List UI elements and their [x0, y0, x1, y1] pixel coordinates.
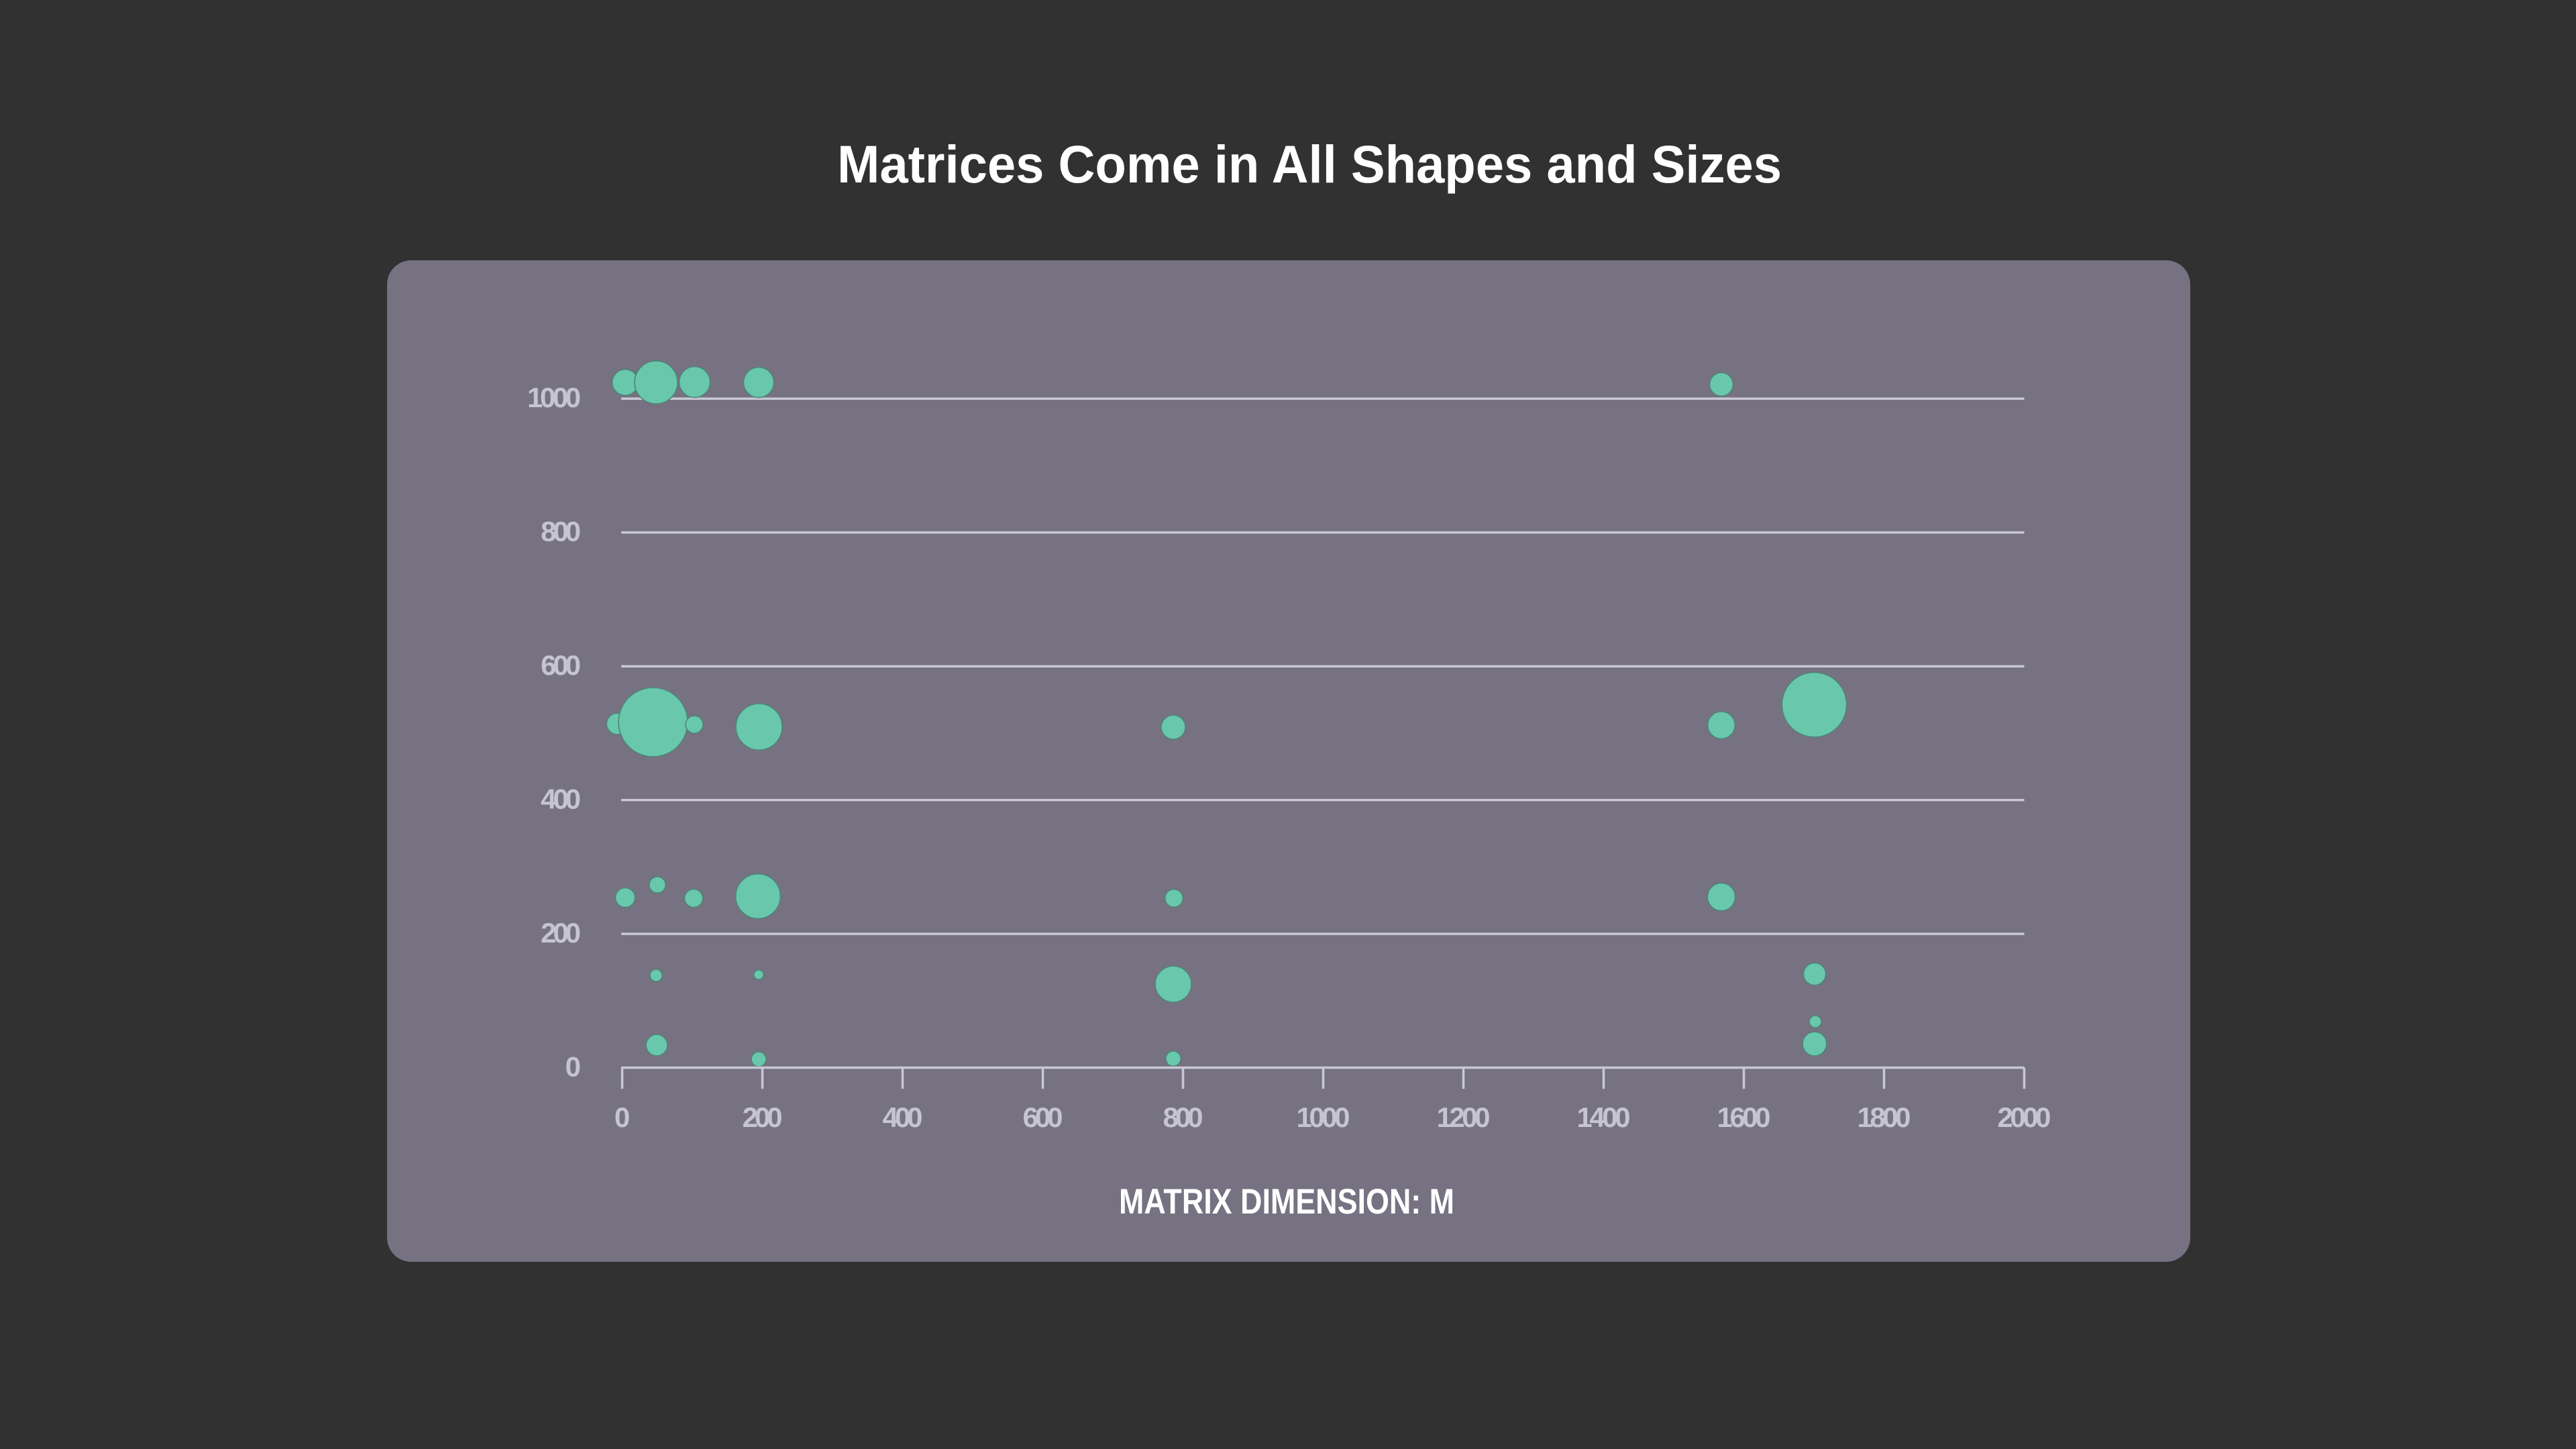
svg-text:MATRIX DIMENSION: M: MATRIX DIMENSION: M: [1119, 1182, 1454, 1222]
svg-text:400: 400: [541, 784, 581, 815]
svg-text:200: 200: [743, 1102, 783, 1133]
svg-text:1400: 1400: [1577, 1102, 1631, 1133]
svg-text:800: 800: [541, 516, 581, 547]
svg-text:0: 0: [566, 1051, 581, 1083]
svg-text:1000: 1000: [1297, 1102, 1350, 1133]
svg-text:600: 600: [541, 649, 581, 681]
svg-text:800: 800: [1163, 1102, 1203, 1133]
svg-text:1200: 1200: [1437, 1102, 1491, 1133]
svg-text:2000: 2000: [1998, 1102, 2051, 1133]
svg-text:1000: 1000: [527, 382, 581, 413]
svg-text:0: 0: [614, 1102, 630, 1133]
svg-text:600: 600: [1023, 1102, 1063, 1133]
svg-text:Matrices Come in All Shapes an: Matrices Come in All Shapes and Sizes: [837, 134, 1782, 194]
svg-text:1600: 1600: [1717, 1102, 1771, 1133]
svg-text:400: 400: [883, 1102, 923, 1133]
svg-text:200: 200: [541, 917, 581, 949]
svg-text:1800: 1800: [1858, 1102, 1911, 1133]
